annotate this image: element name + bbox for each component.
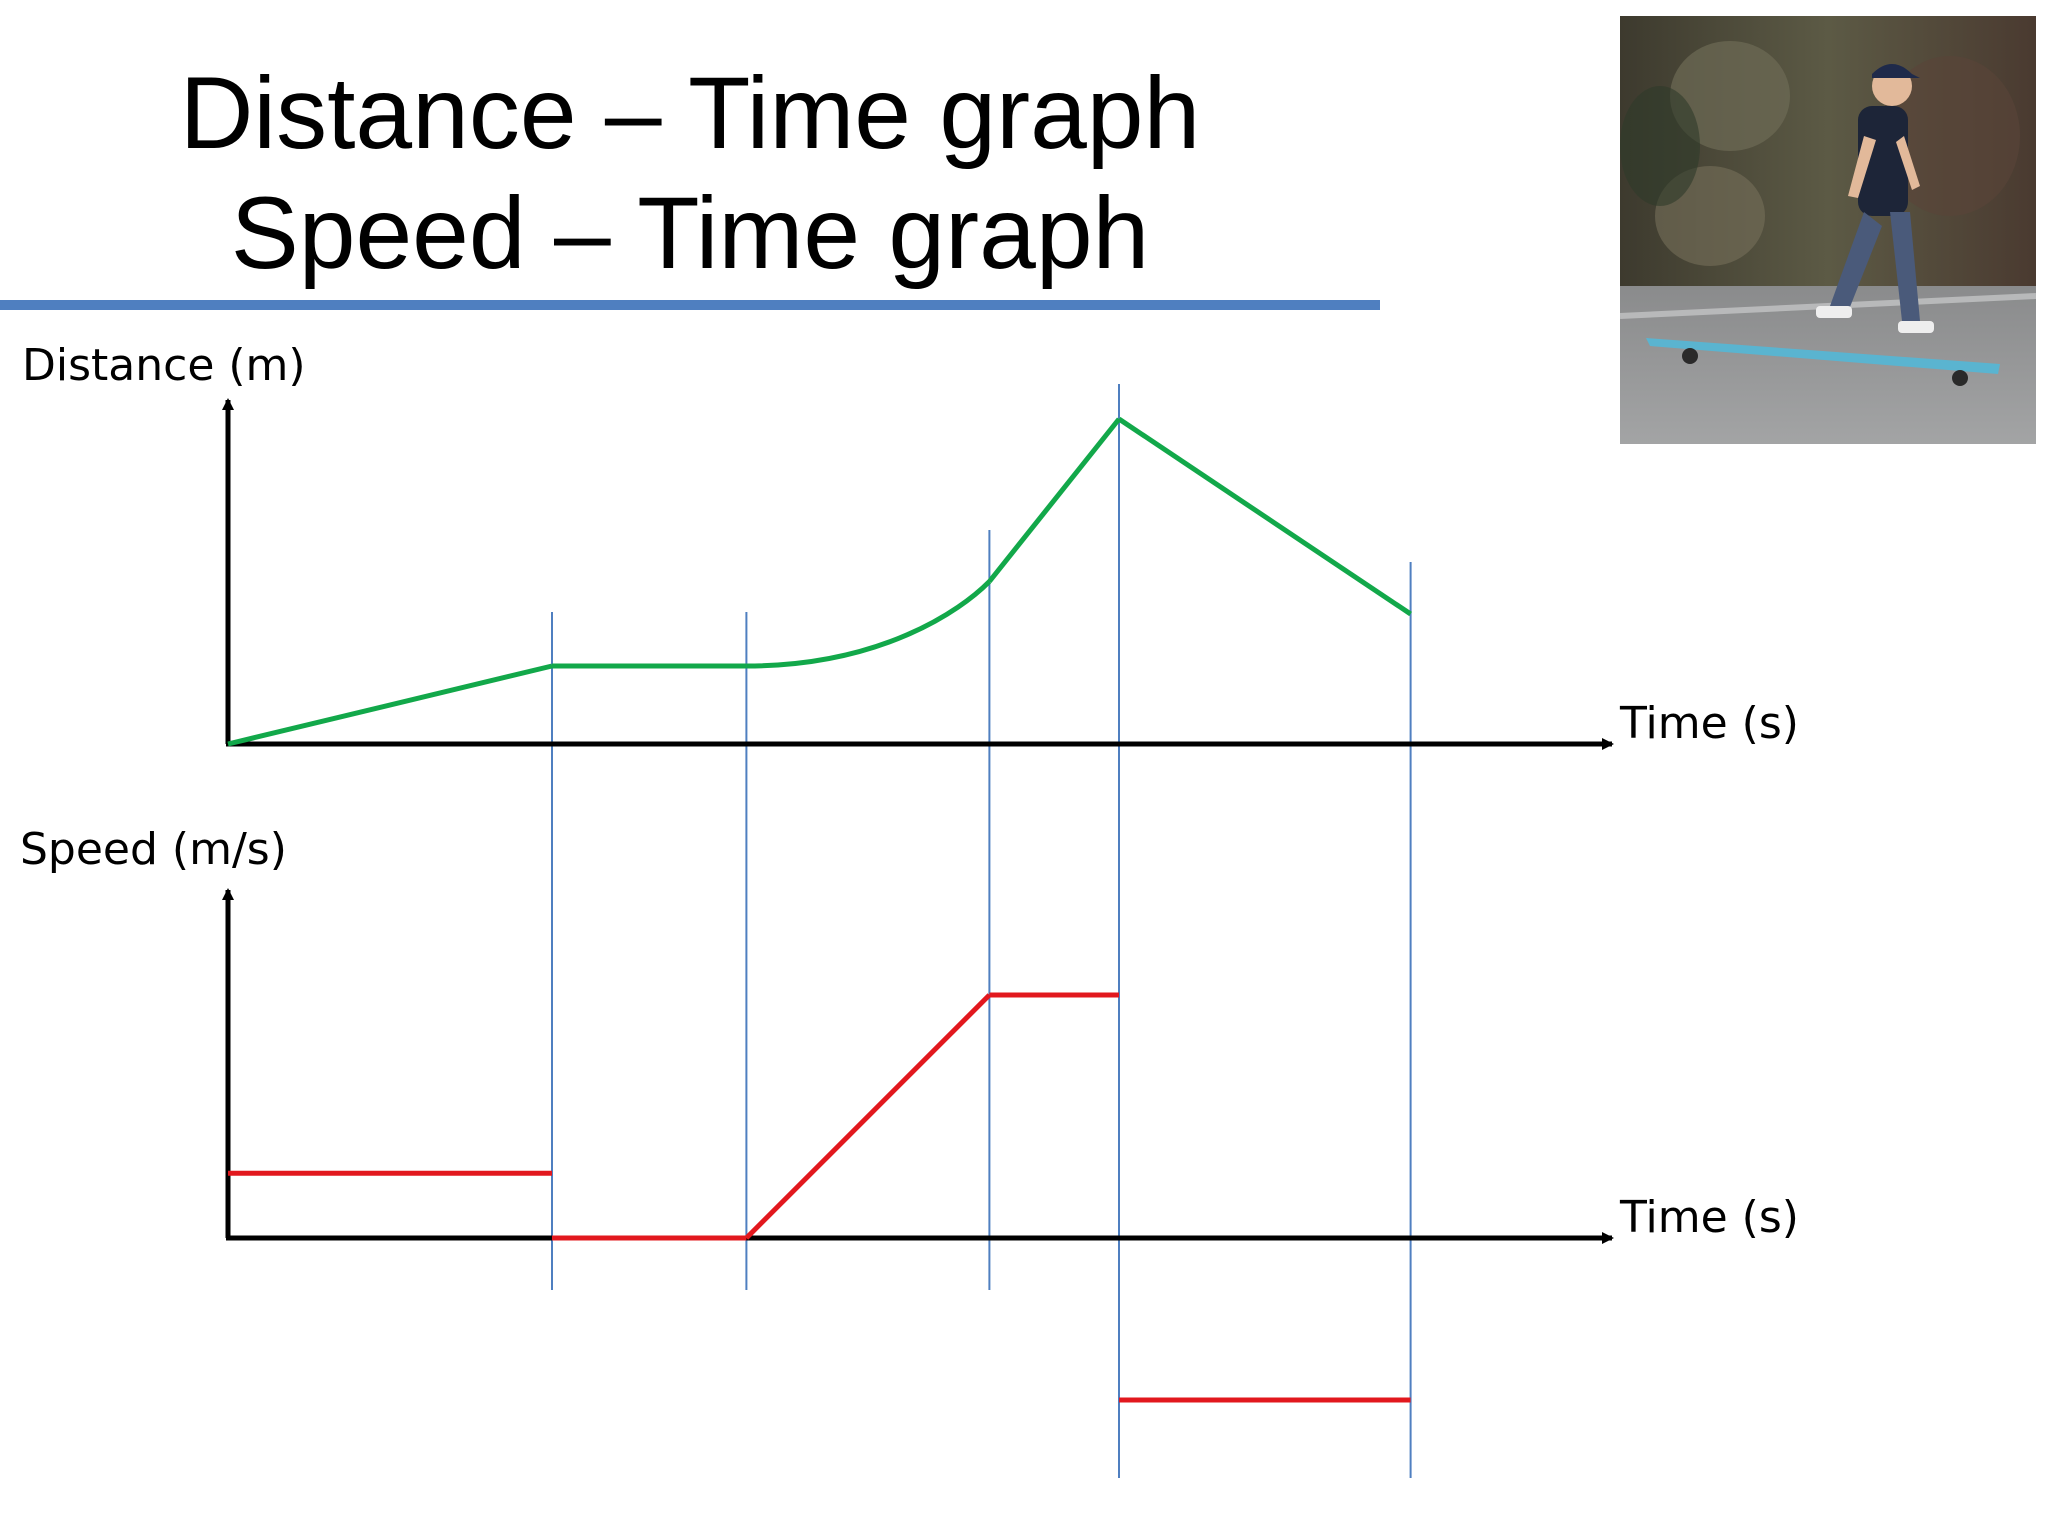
distance-x-label: Time (s) [1619,698,1799,749]
time-dividers [551,384,1412,1478]
distance-segment [746,579,992,669]
speed-y-label: Speed (m/s) [20,824,287,875]
skateboarder-photo-icon [1620,16,2036,444]
slide-title-line1: Distance – Time graph [179,56,1201,170]
distance-segment [227,663,553,747]
speed-segment [744,993,992,1240]
distance-y-label: Distance (m) [22,340,306,391]
distance-segment [987,417,1121,584]
speed-series [228,992,1411,1403]
slide-title-line2: Speed – Time graph [230,176,1150,290]
speed-x-label: Time (s) [1619,1192,1799,1243]
distance-segment [1117,416,1412,617]
distance-series [227,416,1412,747]
title-underline [0,300,1380,310]
